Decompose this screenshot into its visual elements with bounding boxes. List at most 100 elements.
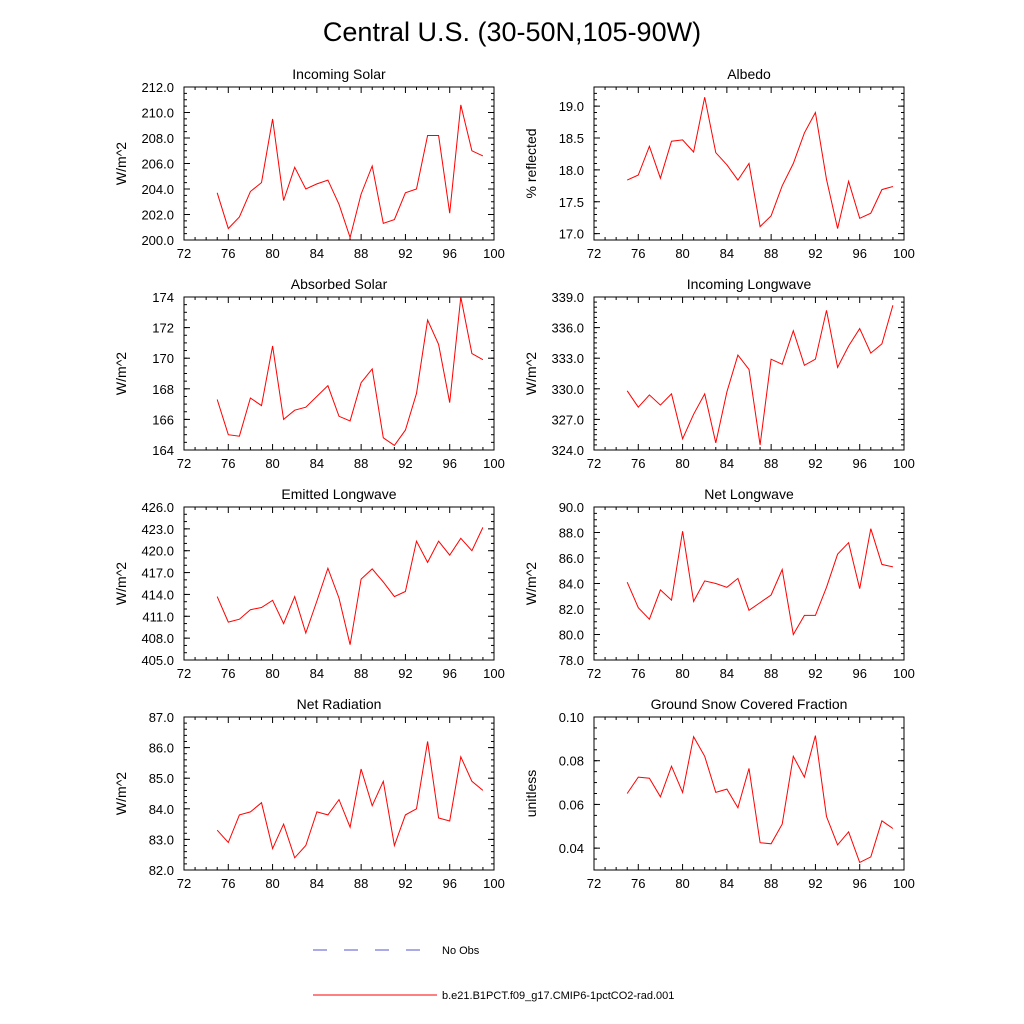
- plot-frame: [593, 506, 905, 661]
- x-tick-label: 76: [631, 666, 645, 681]
- y-tick-label: 0.10: [559, 710, 584, 725]
- y-axis-label: W/m^2: [113, 562, 129, 605]
- x-tick-label: 88: [764, 666, 778, 681]
- x-tick-label: 88: [354, 456, 368, 471]
- y-tick-label: 212.0: [141, 80, 174, 95]
- y-tick-label: 83.0: [149, 832, 174, 847]
- x-tick-label: 92: [398, 246, 412, 261]
- y-tick-label: 202.0: [141, 208, 174, 223]
- x-tick-label: 76: [221, 666, 235, 681]
- x-tick-label: 96: [852, 666, 866, 681]
- x-tick-label: 100: [893, 456, 915, 471]
- y-tick-label: 417.0: [141, 566, 174, 581]
- y-tick-label: 206.0: [141, 157, 174, 172]
- x-tick-label: 72: [587, 876, 601, 891]
- x-tick-label: 92: [398, 876, 412, 891]
- plot-frame: [183, 86, 495, 241]
- x-tick-label: 96: [442, 456, 456, 471]
- panel-net-radiation: Net Radiation W/m^2 72 76 80 84 88 92 96 100 82.0 8…: [113, 696, 505, 891]
- y-tick-label: 0.06: [559, 797, 584, 812]
- x-tick-label: 76: [631, 456, 645, 471]
- y-tick-label: 327.0: [551, 412, 584, 427]
- y-tick-label: 426.0: [141, 500, 174, 515]
- x-tick-label: 84: [720, 666, 734, 681]
- x-tick-label: 84: [310, 666, 324, 681]
- x-tick-label: 76: [631, 246, 645, 261]
- x-tick-label: 72: [587, 456, 601, 471]
- x-tick-label: 80: [265, 876, 279, 891]
- x-tick-label: 88: [764, 246, 778, 261]
- series-line: [626, 735, 894, 864]
- plot-frame: [593, 716, 905, 871]
- panel-title: Incoming Solar: [292, 66, 386, 82]
- y-tick-label: 405.0: [141, 653, 174, 668]
- y-tick-label: 174: [152, 290, 174, 305]
- x-tick-label: 92: [808, 876, 822, 891]
- panel-title: Net Longwave: [704, 486, 794, 502]
- x-tick-label: 100: [483, 246, 505, 261]
- plot-frame: [593, 296, 905, 451]
- series-line: [216, 104, 484, 240]
- x-tick-label: 92: [808, 246, 822, 261]
- x-tick-label: 72: [587, 666, 601, 681]
- y-axis-label: W/m^2: [113, 142, 129, 185]
- x-tick-label: 88: [354, 876, 368, 891]
- panel-title: Ground Snow Covered Fraction: [651, 696, 848, 712]
- panel-incoming-solar: Incoming Solar W/m^2 72 76 80 84 88 92 96 100 200.…: [113, 66, 505, 261]
- series-line: [216, 741, 484, 859]
- y-tick-label: 411.0: [142, 609, 174, 624]
- y-tick-label: 88.0: [559, 526, 584, 541]
- x-tick-label: 88: [354, 246, 368, 261]
- y-tick-label: 204.0: [141, 182, 174, 197]
- x-tick-label: 92: [398, 666, 412, 681]
- x-tick-label: 84: [310, 456, 324, 471]
- x-tick-label: 72: [177, 246, 191, 261]
- y-axis-label: W/m^2: [523, 352, 539, 395]
- x-tick-label: 88: [764, 876, 778, 891]
- x-tick-label: 72: [587, 246, 601, 261]
- y-tick-label: 0.08: [559, 754, 584, 769]
- x-tick-label: 80: [675, 666, 689, 681]
- panel-title: Emitted Longwave: [281, 486, 396, 502]
- x-tick-label: 92: [808, 456, 822, 471]
- y-tick-label: 18.0: [559, 163, 584, 178]
- x-tick-label: 100: [893, 666, 915, 681]
- x-tick-label: 100: [483, 666, 505, 681]
- panel-absorbed-solar: Absorbed Solar W/m^2 72 76 80 84 88 92 96 100 164 1…: [113, 276, 505, 471]
- y-tick-label: 333.0: [551, 351, 584, 366]
- x-tick-label: 100: [483, 456, 505, 471]
- x-tick-label: 80: [265, 246, 279, 261]
- x-tick-label: 76: [221, 456, 235, 471]
- x-tick-label: 88: [354, 666, 368, 681]
- y-tick-label: 170: [152, 351, 174, 366]
- y-tick-label: 210.0: [141, 106, 174, 121]
- y-tick-label: 78.0: [559, 653, 584, 668]
- y-tick-label: 336.0: [551, 321, 584, 336]
- x-tick-label: 100: [893, 876, 915, 891]
- x-tick-label: 80: [675, 456, 689, 471]
- y-tick-label: 172: [152, 321, 174, 336]
- y-tick-label: 82.0: [149, 863, 174, 878]
- y-tick-label: 423.0: [141, 522, 174, 537]
- x-tick-label: 72: [177, 456, 191, 471]
- x-tick-label: 92: [808, 666, 822, 681]
- x-tick-label: 92: [398, 456, 412, 471]
- panel-net-longwave: Net Longwave W/m^2 72 76 80 84 88 92 96 100 78.0 80…: [523, 486, 915, 681]
- x-tick-label: 96: [442, 666, 456, 681]
- panel-albedo: Albedo % reflected 72 76 80 84 88 92 96 100 17.0 17…: [523, 66, 915, 261]
- x-tick-label: 84: [310, 876, 324, 891]
- series-line: [216, 527, 484, 645]
- y-tick-label: 86.0: [149, 741, 174, 756]
- x-tick-label: 100: [483, 876, 505, 891]
- y-tick-label: 17.0: [559, 227, 584, 242]
- y-axis-label: unitless: [523, 770, 539, 817]
- x-tick-label: 100: [893, 246, 915, 261]
- legend-model-label: b.e21.B1PCT.f09_g17.CMIP6-1pctCO2-rad.00…: [442, 990, 674, 1002]
- x-tick-label: 96: [852, 456, 866, 471]
- y-tick-label: 18.5: [559, 131, 584, 146]
- panel-title: Incoming Longwave: [687, 276, 812, 292]
- panel-emitted-longwave: Emitted Longwave W/m^2 72 76 80 84 88 92 96 100 40…: [113, 486, 505, 681]
- y-tick-label: 408.0: [141, 631, 174, 646]
- y-tick-label: 168: [152, 382, 174, 397]
